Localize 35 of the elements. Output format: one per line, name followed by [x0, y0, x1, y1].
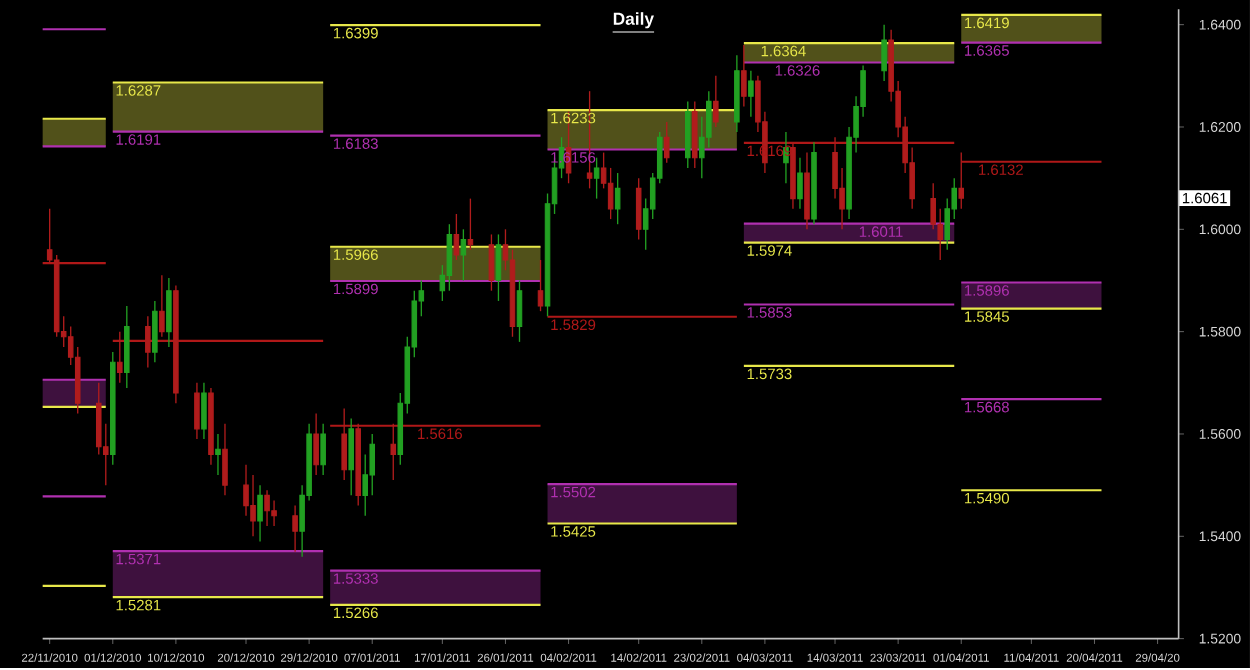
- candlestick: [663, 120, 670, 164]
- candlestick: [264, 489, 270, 527]
- candlestick: [537, 259, 544, 312]
- candlestick: [124, 305, 130, 389]
- candlestick: [292, 504, 298, 552]
- candlestick: [607, 166, 614, 220]
- candlestick: [804, 151, 810, 230]
- candlestick: [797, 156, 803, 210]
- candlestick: [635, 177, 642, 240]
- candlestick: [713, 74, 719, 128]
- candlestick: [201, 381, 207, 440]
- candlestick: [152, 299, 158, 363]
- candlestick: [257, 484, 263, 542]
- candlestick: [313, 412, 319, 476]
- candlestick: [348, 417, 354, 496]
- candlestick: [516, 279, 523, 343]
- candlestick: [741, 44, 747, 107]
- candlestick: [166, 276, 172, 348]
- candlestick: [692, 100, 698, 169]
- candlestick: [194, 381, 200, 440]
- candlestick: [460, 228, 467, 281]
- candlestick: [250, 473, 256, 537]
- candlestick: [453, 212, 460, 261]
- candlestick: [614, 172, 621, 225]
- candlestick: [488, 233, 495, 292]
- candlestick: [320, 422, 326, 476]
- candlestick: [215, 432, 221, 476]
- candlestick: [684, 100, 691, 169]
- candlestick: [748, 69, 754, 118]
- chart-title: Daily: [613, 11, 654, 28]
- candlestick: [881, 23, 887, 82]
- candlestick: [593, 156, 600, 199]
- candlestick: [222, 422, 228, 496]
- candlestick: [467, 197, 474, 251]
- candlestick: [495, 233, 502, 302]
